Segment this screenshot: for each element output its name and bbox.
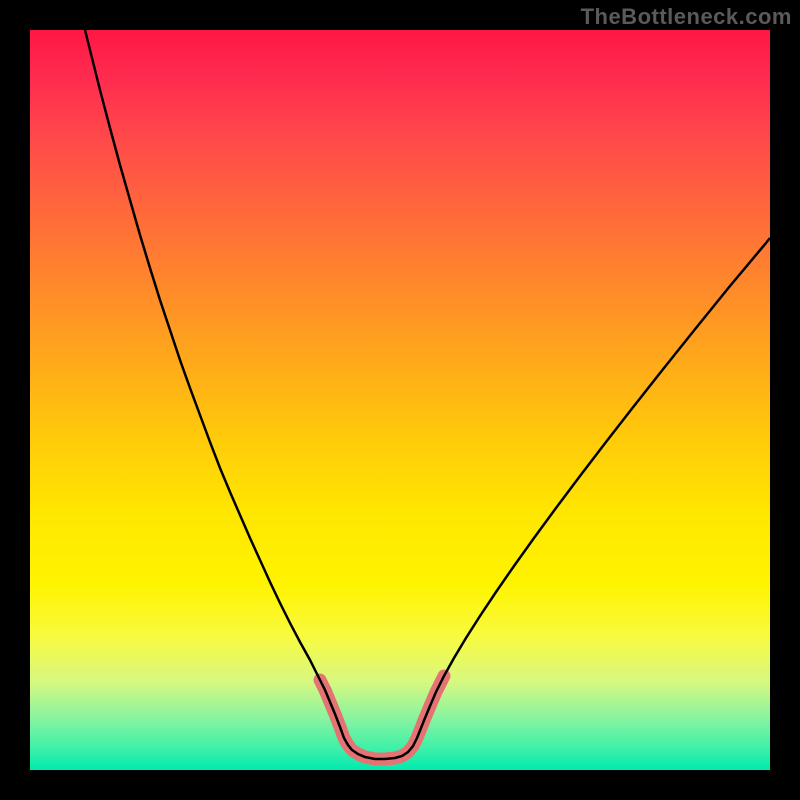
plot-area xyxy=(30,30,770,770)
bottleneck-curve xyxy=(85,30,770,759)
watermark-text: TheBottleneck.com xyxy=(581,4,792,30)
curve-overlay xyxy=(30,30,770,770)
